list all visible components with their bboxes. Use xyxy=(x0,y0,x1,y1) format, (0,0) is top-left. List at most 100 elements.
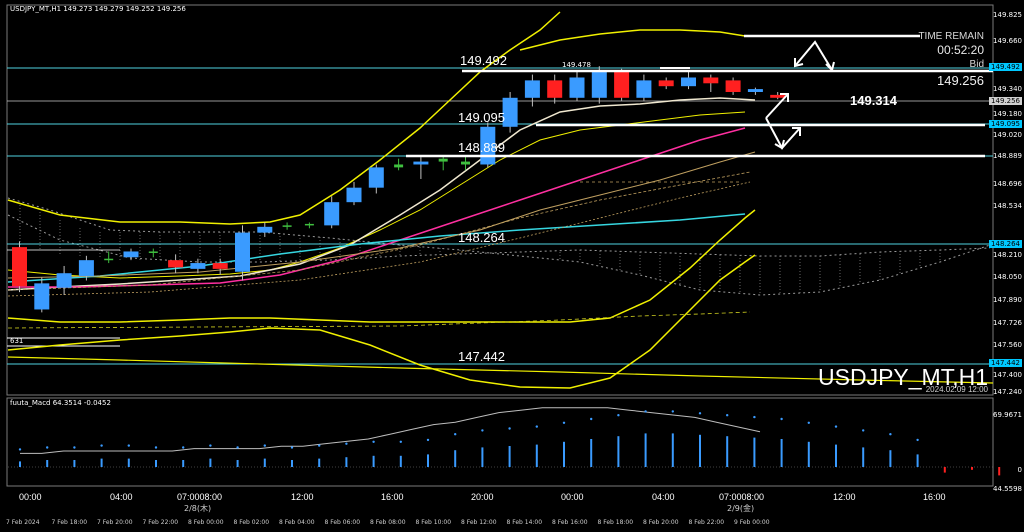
candle-body xyxy=(123,251,139,258)
price-label: 148.534 xyxy=(993,202,1022,210)
date-label: 8 Feb 00:00 xyxy=(188,519,224,526)
price-tag-147442: 147.442 xyxy=(989,359,1022,367)
candle-body xyxy=(78,260,94,277)
macd-dot xyxy=(780,417,783,421)
date-label: 7 Feb 22:00 xyxy=(142,519,179,526)
price-label: 149.020 xyxy=(993,131,1022,139)
candle-body xyxy=(658,80,674,87)
day-label: 2/9(金) xyxy=(727,504,755,513)
macd-dot xyxy=(127,444,130,447)
candle-body xyxy=(502,97,518,127)
level-label-148264: 148.264 xyxy=(458,230,505,245)
price-label: 147.560 xyxy=(993,341,1022,349)
price-label: 147.400 xyxy=(993,371,1022,379)
price-label: 148.210 xyxy=(993,251,1022,259)
price-tag-149095: 149.095 xyxy=(989,120,1022,128)
macd-dot xyxy=(318,444,321,447)
macd-dot xyxy=(481,429,484,432)
candle-body xyxy=(304,223,314,226)
macd-dot xyxy=(100,444,103,447)
time-label: 12:00 xyxy=(291,492,314,502)
candle-body xyxy=(346,187,362,203)
macd-dot xyxy=(454,433,457,436)
macd-dot xyxy=(753,415,756,419)
macd-dot xyxy=(399,440,402,443)
macd-plot-frame xyxy=(6,397,994,487)
date-label: 8 Feb 04:00 xyxy=(279,519,315,526)
macd-dot xyxy=(154,446,158,449)
time-label: 07:0008:00 xyxy=(719,492,765,502)
time-remain-label: TIME REMAIN xyxy=(918,31,984,42)
candle-body xyxy=(703,77,719,84)
price-label: 147.890 xyxy=(993,296,1022,304)
price-label: 149.180 xyxy=(993,110,1022,118)
main-plot-frame xyxy=(6,4,994,396)
candle-body xyxy=(770,94,786,98)
macd-scale-top: 69.9671 xyxy=(993,411,1022,419)
macd-dot xyxy=(508,427,511,430)
candle-body xyxy=(56,273,72,288)
day-label: 2/8(木) xyxy=(184,504,212,513)
date-label: 8 Feb 22:00 xyxy=(688,519,725,526)
macd-panel xyxy=(8,407,1001,476)
candle-body xyxy=(190,263,206,269)
macd-dot xyxy=(263,444,266,447)
date-label: 7 Feb 18:00 xyxy=(51,519,88,526)
macd-dot xyxy=(236,446,239,449)
macd-dot xyxy=(671,410,674,413)
date-label: 8 Feb 08:00 xyxy=(370,519,406,526)
candle-body xyxy=(747,89,763,92)
candle-body xyxy=(324,202,340,226)
price-label: 149.660 xyxy=(993,37,1022,45)
symbol-info: USDJPY_MT,H1 149.273 149.279 149.252 149… xyxy=(10,5,186,13)
price-label: 149.340 xyxy=(993,85,1022,93)
candle-body xyxy=(212,263,228,269)
level-label-148889: 148.889 xyxy=(458,140,505,155)
date-label: 8 Feb 14:00 xyxy=(506,519,543,526)
bid-value: 149.256 xyxy=(937,73,984,88)
date-label: 9 Feb 00:00 xyxy=(734,519,770,526)
candle-body xyxy=(461,161,470,165)
chart-watermark: USDJPY_MT,H1 xyxy=(818,364,988,390)
price-label: 147.240 xyxy=(993,388,1022,396)
macd-scale-zero: 0 xyxy=(1017,466,1022,474)
macd-dot xyxy=(726,414,729,417)
candle-body xyxy=(725,80,741,92)
watermark-date: 2024.02.09 12:00 xyxy=(925,385,988,394)
macd-dot xyxy=(372,440,375,443)
macd-dot xyxy=(862,429,865,432)
date-label: 8 Feb 20:00 xyxy=(643,519,679,526)
macd-dot xyxy=(562,421,566,424)
level-label-149492: 149.492 xyxy=(460,53,507,68)
date-label: 8 Feb 18:00 xyxy=(597,519,634,526)
time-label: 04:00 xyxy=(652,492,675,502)
macd-dot xyxy=(18,448,22,451)
price-label: 149.825 xyxy=(993,11,1022,19)
price-label: 148.050 xyxy=(993,273,1022,281)
time-label: 16:00 xyxy=(381,492,404,502)
date-label: 7 Feb 20:00 xyxy=(97,519,133,526)
candle-body xyxy=(12,247,27,287)
macd-dot xyxy=(46,446,49,449)
candle-body xyxy=(168,260,184,268)
macd-dot xyxy=(698,412,702,415)
arrows xyxy=(765,40,835,150)
macd-dot xyxy=(590,417,593,421)
macd-dot xyxy=(290,446,294,449)
current-price: 149.314 xyxy=(850,93,897,108)
level-label-147442: 147.442 xyxy=(458,349,505,364)
price-tag-bid: 149.256 xyxy=(989,97,1022,105)
candle-body xyxy=(524,80,540,98)
macd-dot xyxy=(916,438,919,442)
candle-body xyxy=(547,80,563,98)
left-marker: 631 xyxy=(10,337,24,345)
macd-dot xyxy=(182,446,185,449)
date-label: 7 Feb 2024 xyxy=(6,519,40,526)
bid-label: Bid xyxy=(969,59,984,70)
candle-body xyxy=(591,71,607,98)
moving-averages xyxy=(7,97,756,297)
price-tag-148264: 148.264 xyxy=(989,240,1022,248)
macd-scale-bottom: 44.5598 xyxy=(993,485,1022,493)
